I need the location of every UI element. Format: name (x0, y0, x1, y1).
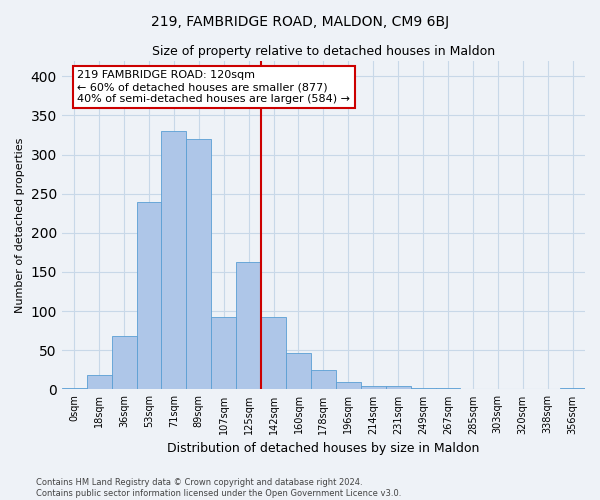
Text: 219, FAMBRIDGE ROAD, MALDON, CM9 6BJ: 219, FAMBRIDGE ROAD, MALDON, CM9 6BJ (151, 15, 449, 29)
Bar (236, 262, 261, 390)
Bar (460, 388, 485, 390)
Bar (137, 202, 161, 390)
Bar (261, 318, 286, 390)
Title: Size of property relative to detached houses in Maldon: Size of property relative to detached ho… (152, 45, 495, 58)
Bar (510, 388, 535, 390)
Bar (62, 388, 87, 390)
Bar (112, 336, 137, 390)
Bar (161, 131, 187, 390)
Bar (286, 352, 311, 390)
Text: Contains HM Land Registry data © Crown copyright and database right 2024.
Contai: Contains HM Land Registry data © Crown c… (36, 478, 401, 498)
Bar (187, 139, 211, 390)
Bar (560, 388, 585, 390)
X-axis label: Distribution of detached houses by size in Maldon: Distribution of detached houses by size … (167, 442, 479, 455)
Bar (311, 370, 336, 390)
Y-axis label: Number of detached properties: Number of detached properties (15, 138, 25, 312)
Bar (410, 388, 436, 390)
Bar (336, 382, 361, 390)
Bar (87, 376, 112, 390)
Text: 219 FAMBRIDGE ROAD: 120sqm
← 60% of detached houses are smaller (877)
40% of sem: 219 FAMBRIDGE ROAD: 120sqm ← 60% of deta… (77, 70, 350, 104)
Bar (485, 388, 510, 390)
Bar (436, 388, 460, 390)
Bar (211, 318, 236, 390)
Bar (386, 386, 410, 390)
Bar (361, 386, 386, 390)
